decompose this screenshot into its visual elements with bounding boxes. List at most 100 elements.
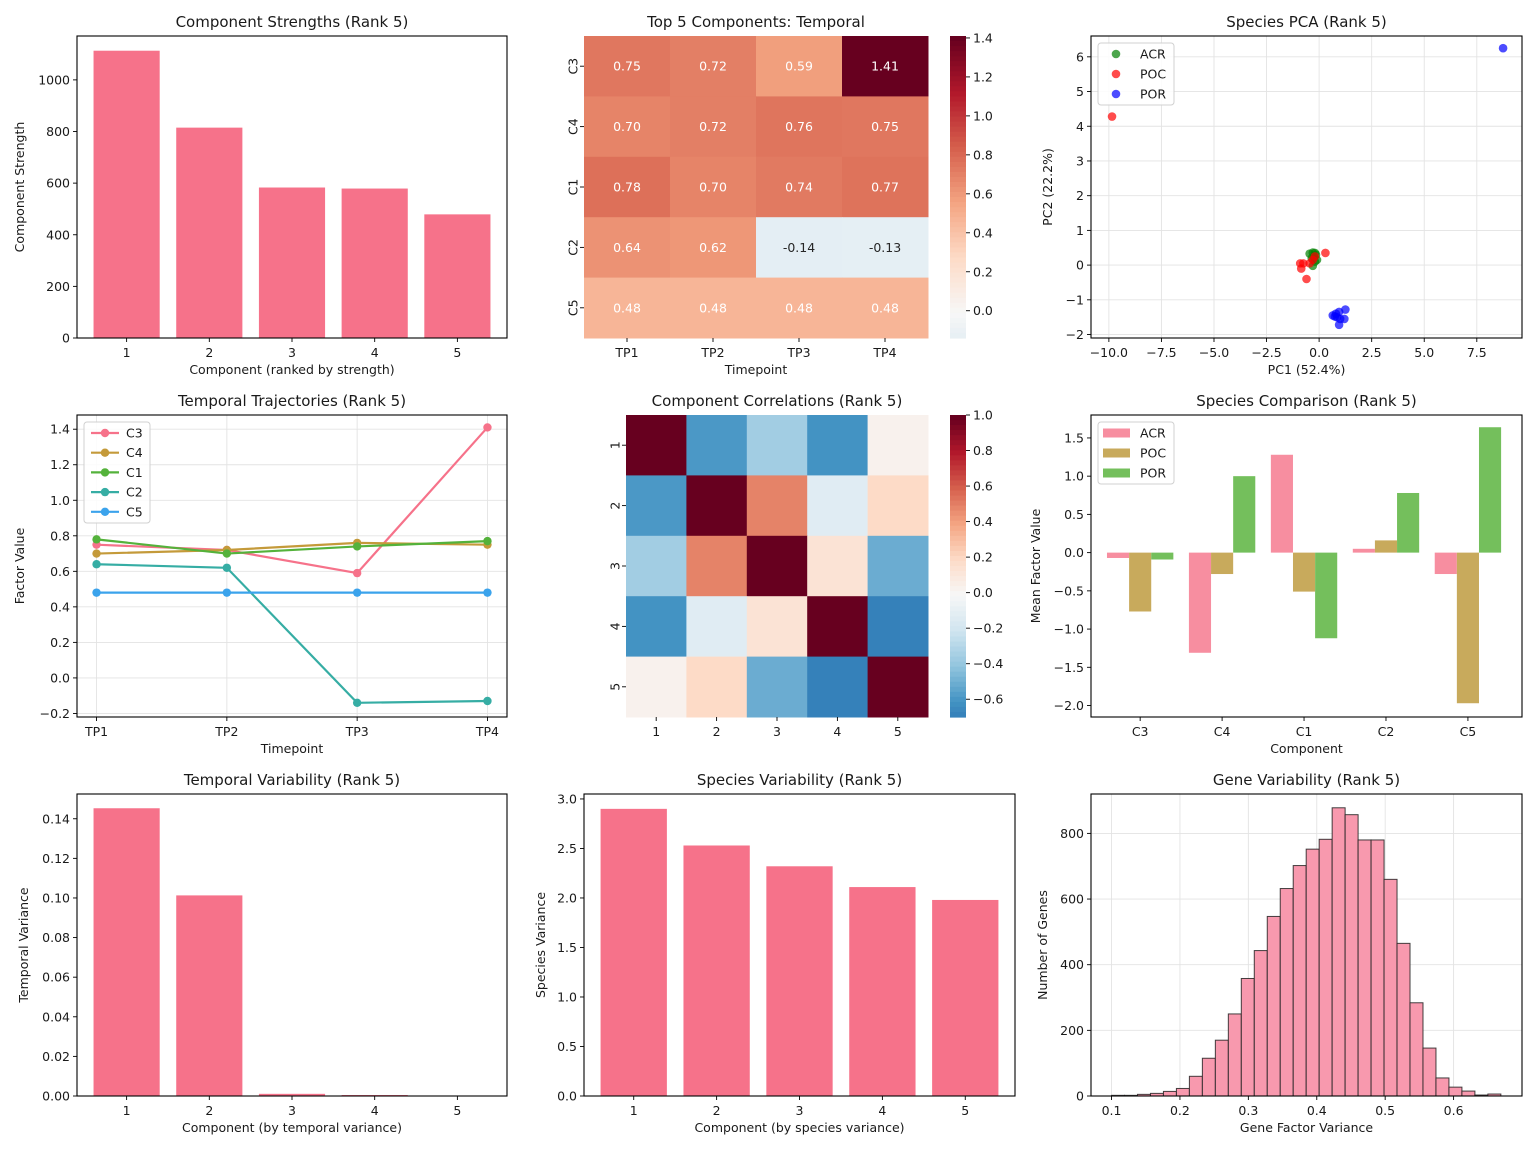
bar-por xyxy=(1397,492,1420,553)
histogram-bin xyxy=(1227,1013,1242,1097)
x-axis-label: PC1 (52.4%) xyxy=(1268,362,1346,377)
legend-label: POR xyxy=(1140,87,1166,102)
x-tick-label: TP3 xyxy=(786,345,810,360)
x-tick-label: 0.0 xyxy=(1309,345,1329,360)
colorbar-segment xyxy=(950,646,966,653)
heatmap-cell xyxy=(756,96,843,158)
colorbar-segment xyxy=(950,141,966,148)
y-axis-label: Factor Value xyxy=(12,527,27,604)
y-tick-label: 3 xyxy=(607,562,622,570)
heatmap-cell xyxy=(670,36,757,97)
colorbar-tick-label: 0.4 xyxy=(973,514,993,529)
series-marker xyxy=(92,588,101,597)
y-axis-label: PC2 (22.2%) xyxy=(1040,148,1055,226)
colorbar-segment xyxy=(950,61,966,67)
histogram-bin xyxy=(1422,1047,1437,1097)
y-tick-label: 1.4 xyxy=(50,422,70,437)
colorbar-segment xyxy=(950,307,966,314)
series-marker xyxy=(92,535,101,544)
heatmap-cell xyxy=(670,277,757,339)
colorbar-segment xyxy=(950,302,966,309)
bar-por xyxy=(1478,427,1502,553)
legend-label: C4 xyxy=(126,445,143,460)
cell-annotation: 0.48 xyxy=(613,300,641,315)
bar-por xyxy=(1315,552,1338,639)
axes-frame xyxy=(1090,35,1523,339)
chart-title: Species Comparison (Rank 5) xyxy=(1196,392,1417,410)
y-tick-label: 400 xyxy=(1060,957,1084,972)
bar-por xyxy=(1233,476,1256,553)
colorbar-segment xyxy=(950,681,966,688)
x-tick-label: 2.5 xyxy=(1362,345,1382,360)
colorbar-segment xyxy=(950,555,966,562)
bar-acr xyxy=(1106,552,1130,558)
x-axis-label: Component (by species variance) xyxy=(694,1120,904,1135)
x-axis-label: Gene Factor Variance xyxy=(1240,1120,1374,1135)
bar-poc xyxy=(1211,552,1234,575)
colorbar-segment xyxy=(950,222,966,228)
histogram-bin xyxy=(1331,807,1346,1097)
x-tick-label: TP1 xyxy=(614,345,638,360)
x-tick-label: 5 xyxy=(453,345,461,360)
colorbar-segment xyxy=(950,56,966,62)
y-tick-label: C2 xyxy=(565,239,580,256)
legend-swatch xyxy=(1103,448,1130,458)
colorbar-segment xyxy=(950,212,966,218)
bar xyxy=(683,845,750,1096)
heatmap-cell xyxy=(626,475,687,537)
cell-annotation: 0.77 xyxy=(871,180,899,195)
colorbar-segment xyxy=(950,156,966,163)
heatmap-cell xyxy=(584,96,671,158)
y-tick-label: 600 xyxy=(46,176,70,191)
y-tick-label: 2.5 xyxy=(557,841,577,856)
legend: ACR POC POR xyxy=(1097,421,1175,485)
series-marker xyxy=(222,588,232,597)
heatmap-cell xyxy=(842,36,929,97)
y-tick-label: 0.8 xyxy=(50,528,70,543)
colorbar-segment xyxy=(950,46,966,52)
colorbar-segment xyxy=(950,621,966,627)
cell-annotation: 0.72 xyxy=(699,119,727,134)
y-tick-label: 4 xyxy=(1076,119,1084,134)
legend-label: POC xyxy=(1140,446,1166,461)
legend-label: C1 xyxy=(126,465,143,480)
x-tick-label: 1 xyxy=(123,1103,131,1118)
x-tick-label: 5 xyxy=(961,1103,969,1118)
colorbar-segment xyxy=(950,151,966,158)
legend-label: C5 xyxy=(126,504,143,519)
legend-swatch xyxy=(1103,468,1130,478)
y-tick-label: 0.06 xyxy=(42,970,70,985)
heatmap-cell xyxy=(584,277,671,339)
y-tick-label: 1.5 xyxy=(1064,430,1084,445)
y-tick-label: 0 xyxy=(1076,1089,1084,1104)
x-tick-label: 2 xyxy=(205,1103,213,1118)
colorbar-segment xyxy=(950,581,966,587)
colorbar-segment xyxy=(950,671,966,678)
colorbar-segment xyxy=(950,435,966,441)
colorbar-segment xyxy=(950,312,966,319)
colorbar-tick-label: 1.4 xyxy=(973,30,993,45)
colorbar-tick-label: −0.2 xyxy=(973,621,1003,636)
colorbar-segment xyxy=(950,495,966,502)
colorbar-segment xyxy=(950,267,966,274)
y-tick-label: −0.5 xyxy=(1054,583,1084,598)
cell-annotation: 0.70 xyxy=(699,180,727,195)
histogram-bin xyxy=(1253,950,1268,1097)
y-tick-label: 1.0 xyxy=(557,989,577,1004)
colorbar-segment xyxy=(950,332,966,339)
y-tick-label: 1 xyxy=(607,441,622,449)
bar-acr xyxy=(1188,552,1212,653)
legend-label: POR xyxy=(1140,466,1166,481)
cell-annotation: 0.75 xyxy=(871,119,899,134)
cell-annotation: 1.41 xyxy=(871,59,899,74)
x-tick-label: 4 xyxy=(833,724,841,739)
y-tick-label: 0 xyxy=(62,331,70,346)
heatmap-cell xyxy=(746,656,808,718)
histogram-bin xyxy=(1305,848,1320,1097)
series-marker xyxy=(483,588,492,597)
histogram-bin xyxy=(1240,977,1255,1097)
x-tick-label: TP2 xyxy=(214,724,238,739)
colorbar-tick-label: 0.8 xyxy=(973,147,993,162)
heatmap-cell xyxy=(867,475,929,537)
colorbar-segment xyxy=(950,586,966,592)
